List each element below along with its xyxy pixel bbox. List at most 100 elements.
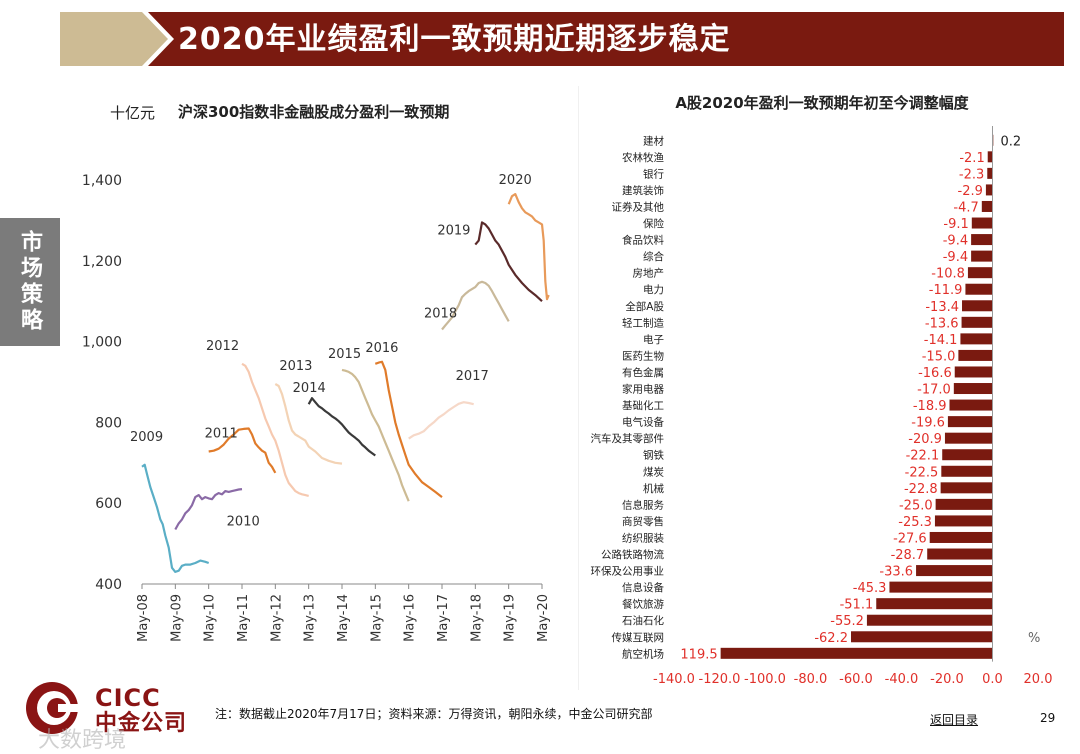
bar-category-label: 房地产 <box>633 267 665 280</box>
line-chart-x-tick: May-15 <box>369 594 384 642</box>
bar-value-label: -19.6 <box>911 416 945 431</box>
bar-category-label: 汽车及其零部件 <box>591 432 665 445</box>
watermark: 大数跨境 <box>38 728 127 753</box>
bar-value-label: -33.6 <box>879 565 913 580</box>
bar-category-label: 家用电器 <box>622 383 664 396</box>
line-series-label: 2011 <box>205 426 238 441</box>
header-title-bar <box>148 12 1064 66</box>
bar-chart-x-tick: -60.0 <box>839 672 873 687</box>
line-chart-y-tick: 1,400 <box>82 173 122 189</box>
bar-value-label: -11.9 <box>929 283 963 298</box>
bar-value-label: -55.2 <box>830 614 864 629</box>
bar-8 <box>971 250 993 262</box>
bar-18 <box>947 416 993 428</box>
bar-category-label: 商贸零售 <box>622 515 664 528</box>
bar-value-label: 119.5 <box>680 647 717 662</box>
bar-category-label: 机械 <box>643 482 664 495</box>
line-series-label: 2014 <box>293 381 326 396</box>
bar-chart-x-tick: 20.0 <box>1024 672 1053 687</box>
bar-value-label: -25.3 <box>898 515 932 530</box>
line-chart-y-tick: 400 <box>95 577 122 593</box>
bar-value-label: -10.8 <box>931 267 965 282</box>
bar-chart-title: A股2020年盈利一致预期年初至今调整幅度 <box>675 94 969 112</box>
line-chart-x-tick: May-08 <box>136 594 151 642</box>
line-chart-y-tick: 1,200 <box>82 254 122 270</box>
bar-value-label: -22.1 <box>906 449 940 464</box>
bar-value-label: -13.4 <box>925 300 959 315</box>
line-chart-x-tick: May-16 <box>403 594 418 642</box>
bar-4 <box>985 184 993 196</box>
bar-category-label: 环保及公用事业 <box>591 565 665 578</box>
side-tab[interactable] <box>0 218 60 346</box>
bar-17 <box>949 399 993 411</box>
bar-value-label: -17.0 <box>917 383 951 398</box>
bar-2 <box>987 151 993 163</box>
bar-11 <box>962 300 993 312</box>
bar-3 <box>987 167 993 179</box>
line-series-2020 <box>507 192 550 301</box>
line-chart-x-tick: May-11 <box>236 594 251 642</box>
back-to-contents-link[interactable]: 返回目录 <box>930 713 979 727</box>
bar-value-label: -2.9 <box>958 184 983 199</box>
bar-chart-x-tick: -80.0 <box>794 672 828 687</box>
line-series-2016 <box>374 360 443 498</box>
bar-chart: A股2020年盈利一致预期年初至今调整幅度 建材农林牧渔银行建筑装饰证券及其他保… <box>591 94 1053 687</box>
bar-22 <box>940 482 993 494</box>
line-series-label: 2013 <box>279 359 312 374</box>
line-series-label: 2012 <box>206 339 239 354</box>
header-band <box>60 12 1064 66</box>
line-series-label: 2015 <box>328 347 361 362</box>
bar-value-label: -62.2 <box>814 631 848 646</box>
bar-5 <box>981 200 993 212</box>
line-chart-x-tick: May-14 <box>336 594 351 642</box>
bar-category-label: 公路铁路物流 <box>601 548 664 561</box>
page-number: 29 <box>1040 711 1056 725</box>
side-tab-label[interactable]: 市场策略 <box>17 230 43 334</box>
line-series-2011 <box>208 427 277 474</box>
line-chart-title: 沪深300指数非金融股成分盈利一致预期 <box>178 103 449 121</box>
logo-name: CICC <box>95 684 161 712</box>
line-series-2010 <box>174 488 243 531</box>
bar-25 <box>929 531 993 543</box>
header-accent-chevron <box>60 12 168 66</box>
bar-26 <box>927 548 993 560</box>
bar-value-label: -2.1 <box>959 151 984 166</box>
bar-value-label: -13.6 <box>925 316 959 331</box>
bar-19 <box>944 432 993 444</box>
bar-category-label: 有色金属 <box>622 366 664 379</box>
page-title: 2020年业绩盈利一致预期近期逐步稳定 <box>178 22 731 57</box>
line-series-2015 <box>341 368 410 502</box>
line-chart-x-tick: May-09 <box>169 594 184 642</box>
bar-value-label: -15.0 <box>922 349 956 364</box>
line-chart-x-tick: May-13 <box>303 594 318 642</box>
bar-category-label: 建筑装饰 <box>622 184 664 197</box>
bar-chart-unit: % <box>1028 631 1040 646</box>
bar-category-label: 保险 <box>643 217 664 230</box>
bar-value-label: 0.2 <box>1001 134 1022 149</box>
bar-9 <box>967 267 993 279</box>
bar-28 <box>889 581 993 593</box>
bar-category-label: 石油石化 <box>622 614 664 627</box>
bar-category-label: 建材 <box>643 134 664 147</box>
bar-category-label: 餐饮旅游 <box>622 598 664 611</box>
bar-category-label: 钢铁 <box>643 449 664 462</box>
bar-category-label: 煤炭 <box>643 465 664 478</box>
line-series-label: 2019 <box>437 224 470 239</box>
bar-chart-x-tick: -40.0 <box>885 672 919 687</box>
bar-category-label: 银行 <box>643 167 664 180</box>
bar-value-label: -28.7 <box>891 548 925 563</box>
footer-source-note: 注：数据截止2020年7月17日；资料来源：万得资讯，朝阳永续，中金公司研究部 <box>215 707 653 721</box>
bar-category-label: 综合 <box>643 250 664 263</box>
line-series-label: 2018 <box>424 306 457 321</box>
bar-27 <box>916 565 993 577</box>
bar-category-label: 证券及其他 <box>612 200 665 213</box>
cicc-logo-icon <box>26 682 90 734</box>
line-series-2012 <box>241 362 309 497</box>
line-series-label: 2009 <box>130 430 163 445</box>
bar-14 <box>958 349 993 361</box>
bar-value-label: -14.1 <box>924 333 958 348</box>
bar-chart-x-tick: -20.0 <box>930 672 964 687</box>
line-chart-x-tick: May-19 <box>503 594 518 642</box>
bar-chart-x-tick: 0.0 <box>982 672 1003 687</box>
bar-24 <box>934 515 993 527</box>
